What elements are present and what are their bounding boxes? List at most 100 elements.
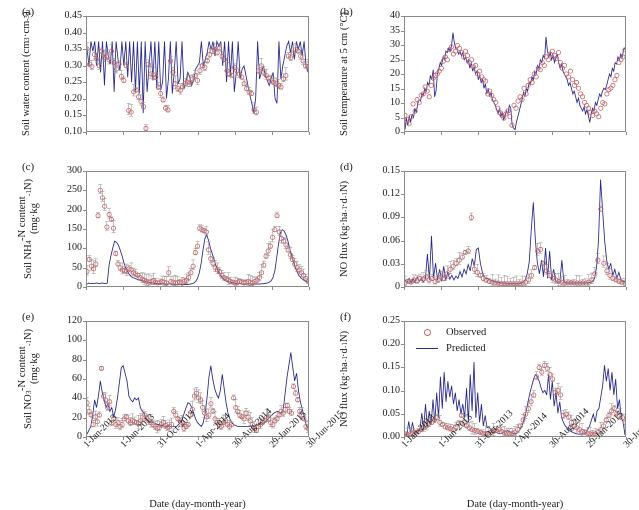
observed-point [542, 362, 548, 368]
observed-point [529, 272, 535, 278]
x-tick-mark [235, 437, 236, 440]
observed-point [499, 428, 505, 434]
observed-point [596, 114, 602, 120]
observed-point [158, 91, 164, 97]
y-tick-mark [83, 287, 86, 288]
observed-point [537, 67, 543, 73]
observed-point [574, 280, 580, 286]
observed-point [563, 411, 569, 417]
observed-point [253, 109, 259, 115]
observed-point [407, 431, 413, 436]
observed-point [111, 225, 117, 231]
x-tick-mark [404, 132, 405, 135]
y-tick-mark [401, 45, 404, 46]
error-bar [222, 54, 227, 63]
observed-point [501, 115, 507, 121]
observed-point [234, 68, 240, 74]
observed-point [263, 253, 269, 259]
observed-point [253, 427, 259, 433]
y-tick-label: 20 [72, 411, 82, 423]
predicted-line [405, 362, 625, 436]
observed-point [189, 406, 195, 412]
plot-area-d [404, 171, 626, 287]
observed-markers [87, 42, 308, 131]
error-bar [514, 275, 519, 286]
x-tick-mark [589, 132, 590, 135]
observed-point [557, 60, 563, 66]
observed-point [620, 54, 625, 60]
observed-point [568, 419, 574, 425]
y-tick-label: 0.09 [382, 211, 401, 223]
x-tick-mark [198, 132, 199, 135]
observed-point [550, 376, 556, 382]
observed-point [545, 57, 551, 63]
observed-point [434, 415, 440, 421]
observed-marker-icon [414, 328, 440, 336]
plot-area-b [404, 16, 626, 132]
observed-point [601, 423, 607, 429]
x-tick-mark [272, 132, 273, 135]
observed-point [541, 260, 547, 266]
y-tick-label: 5 [395, 111, 400, 123]
observed-point [203, 229, 209, 235]
error-bar [156, 82, 161, 90]
error-bar [502, 275, 507, 286]
observed-point [293, 390, 299, 396]
y-tick-label: 0.15 [382, 361, 401, 373]
observed-point [106, 212, 112, 218]
observed-point [295, 48, 301, 54]
observed-point [523, 411, 529, 417]
observed-point [87, 408, 92, 414]
observed-point [465, 248, 471, 254]
observed-point [489, 92, 495, 98]
observed-point [577, 280, 583, 286]
error-bar [405, 275, 407, 286]
observed-point [544, 268, 550, 274]
x-tick-mark [309, 437, 310, 440]
error-bar [220, 51, 225, 59]
observed-point [192, 250, 198, 256]
observed-point [483, 277, 489, 283]
y-tick-label: 60 [72, 373, 82, 384]
error-bar [170, 66, 175, 76]
observed-point [179, 420, 185, 426]
observed-point [265, 248, 271, 254]
observed-point [489, 279, 495, 285]
error-bar [623, 278, 625, 286]
plot-area-f [404, 321, 626, 437]
x-tick-mark [478, 437, 479, 440]
observed-point [405, 117, 410, 123]
observed-point [190, 76, 196, 82]
plot-svg-c [87, 184, 308, 286]
error-bar [202, 61, 207, 71]
x-tick-mark [123, 437, 124, 440]
observed-point [462, 250, 468, 256]
observed-point [121, 78, 127, 84]
x-tick-mark [626, 287, 627, 290]
y-tick-mark [401, 391, 404, 392]
y-tick-mark [83, 229, 86, 230]
y-axis-label-c: Soil NH 4 -N content (mg·kg -1 N) [16, 179, 40, 279]
error-bar [277, 226, 282, 236]
observed-point [493, 428, 499, 434]
observed-point [448, 426, 454, 432]
observed-point [477, 272, 483, 278]
y-tick-mark [83, 171, 86, 172]
observed-point [231, 64, 237, 70]
observed-point [207, 51, 213, 57]
observed-point [274, 416, 280, 422]
error-bar [453, 421, 458, 430]
observed-point [209, 48, 215, 54]
observed-point [283, 242, 289, 248]
observed-point [104, 224, 110, 230]
error-bar [87, 42, 89, 53]
observed-point [229, 422, 235, 428]
error-bar [306, 420, 308, 433]
observed-point [574, 80, 580, 86]
observed-point [256, 68, 262, 74]
panel-letter-d: (d) [340, 161, 353, 173]
observed-point [105, 405, 111, 411]
y-tick-mark [83, 132, 86, 133]
error-bar [521, 414, 526, 424]
observed-point [458, 412, 464, 418]
